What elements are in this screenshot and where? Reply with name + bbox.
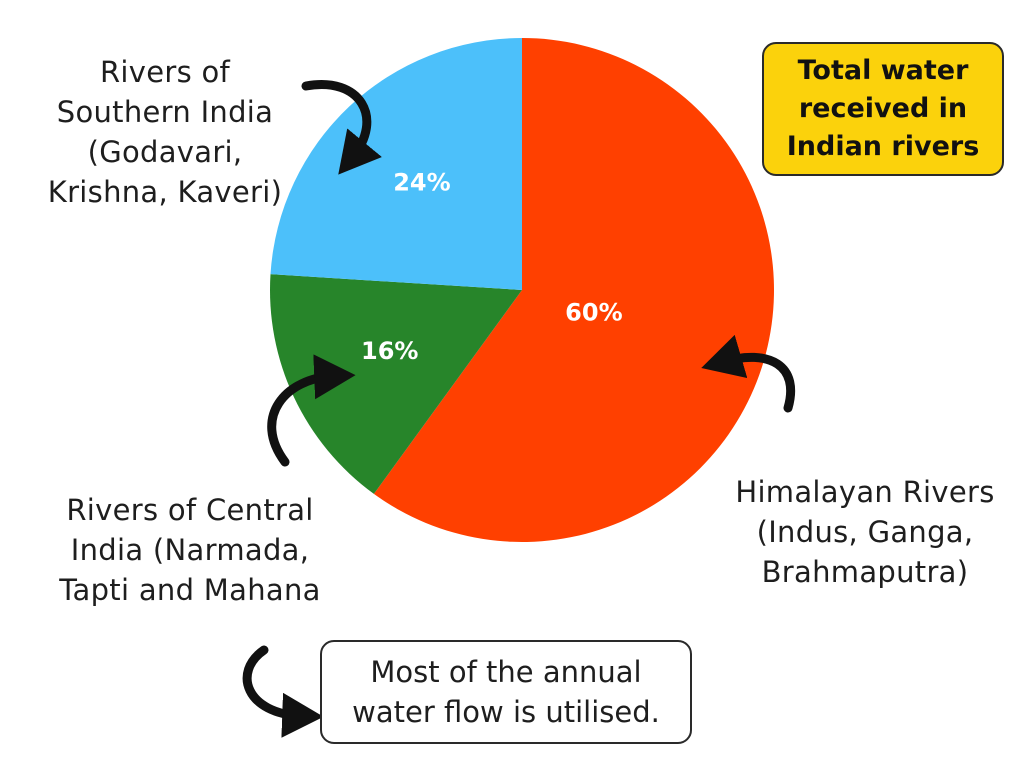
- title-line: Indian rivers: [786, 131, 980, 162]
- annotation-line: Tapti and Mahana: [59, 573, 321, 607]
- curved-arrow-icon: [267, 354, 356, 467]
- slice-percent-label: 24%: [393, 168, 450, 196]
- annotation-line: Rivers of: [99, 55, 231, 89]
- note-line: water flow is utilised.: [352, 695, 660, 729]
- chart-title-box: Total water received in Indian rivers: [762, 42, 1004, 176]
- pie-slice-rivers-of-central-india: [270, 274, 522, 494]
- note-line: Most of the annual: [370, 655, 642, 689]
- annotation-line: Southern India: [56, 95, 274, 129]
- pie-slices: [270, 38, 774, 542]
- curved-arrow-icon: [301, 80, 382, 175]
- himalayan-annotation: Himalayan Rivers (Indus, Ganga, Brahmapu…: [725, 472, 1005, 592]
- title-line: Total water: [797, 55, 969, 86]
- annotation-line: Rivers of Central: [66, 493, 314, 527]
- title-line: received in: [798, 93, 968, 124]
- curved-arrow-icon: [701, 334, 796, 413]
- annotation-line: (Indus, Ganga,: [756, 515, 974, 549]
- annotation-line: (Godavari,: [87, 135, 243, 169]
- note-box: Most of the annual water flow is utilise…: [320, 640, 692, 744]
- slice-percent-label: 16%: [361, 337, 418, 365]
- annotation-arrows: [242, 80, 796, 738]
- pie-slice-himalayan-rivers: [373, 38, 774, 542]
- annotation-line: Brahmaputra): [761, 555, 969, 589]
- central-india-annotation: Rivers of Central India (Narmada, Tapti …: [30, 490, 350, 610]
- slice-percent-label: 60%: [565, 298, 622, 326]
- annotation-line: Krishna, Kaveri): [47, 175, 283, 209]
- annotation-line: Himalayan Rivers: [735, 475, 995, 509]
- pie-slice-rivers-of-southern-india: [270, 38, 522, 290]
- annotation-line: India (Narmada,: [70, 533, 310, 567]
- curved-arrow-icon: [242, 645, 324, 738]
- southern-india-annotation: Rivers of Southern India (Godavari, Kris…: [30, 52, 300, 212]
- pie-slice-labels: 60% 16% 24%: [361, 168, 623, 365]
